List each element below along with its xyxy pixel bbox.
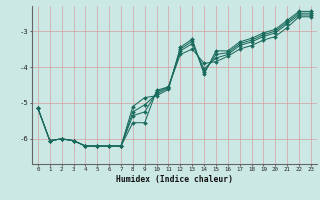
X-axis label: Humidex (Indice chaleur): Humidex (Indice chaleur) (116, 175, 233, 184)
